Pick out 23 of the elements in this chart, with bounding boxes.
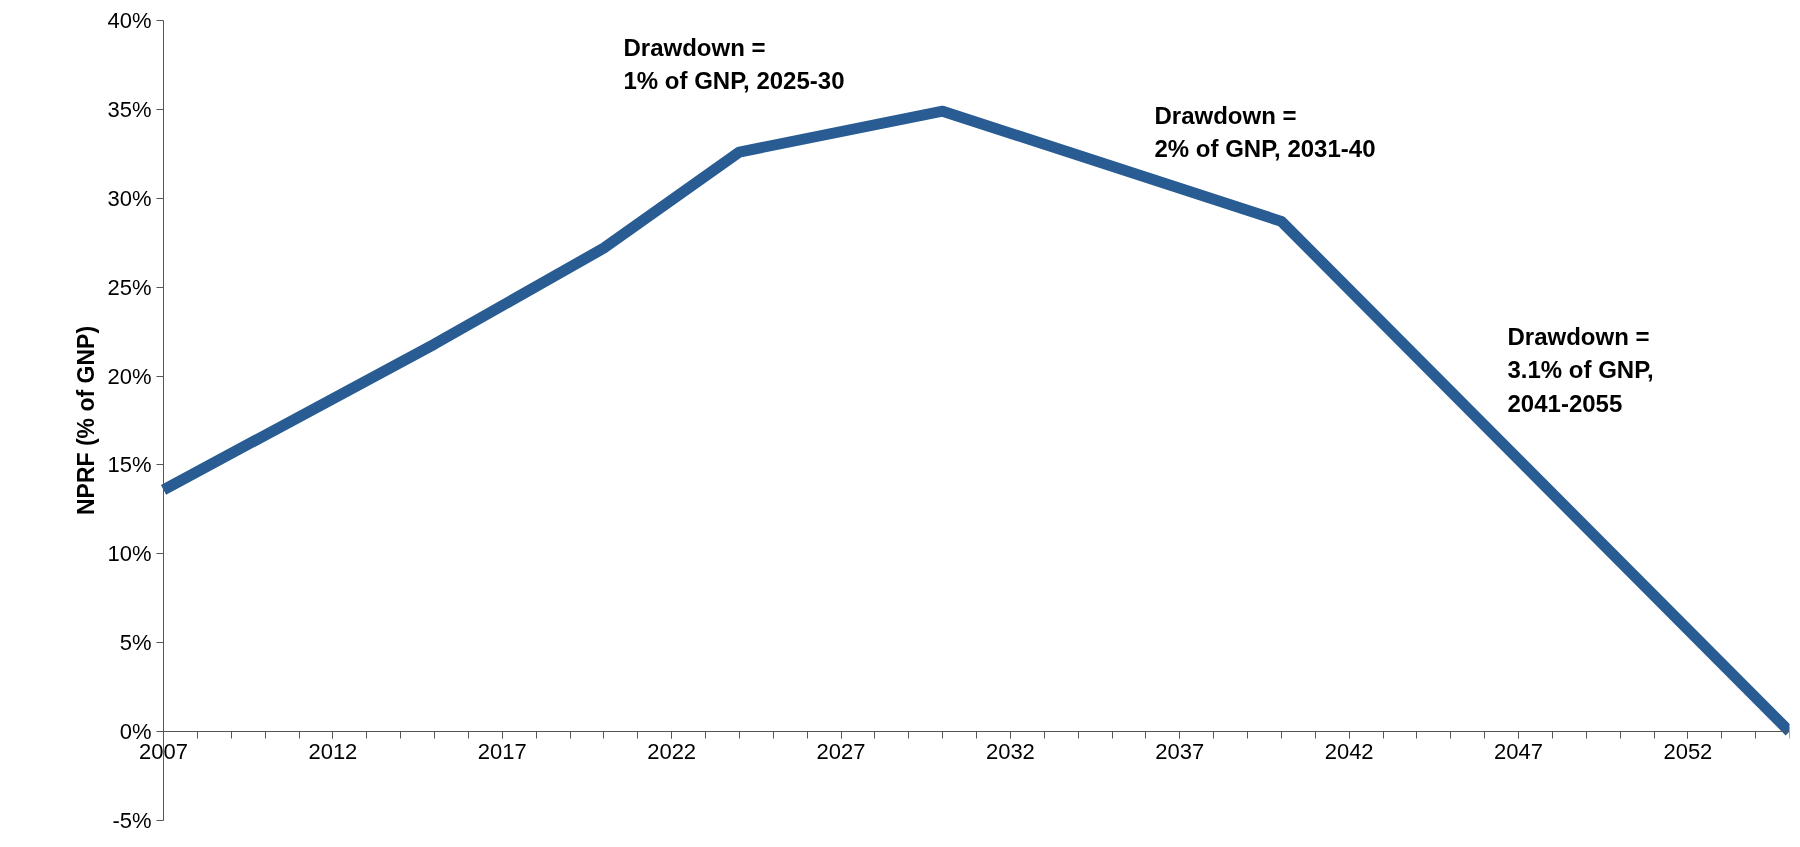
x-tick-label: 2027 bbox=[816, 738, 866, 764]
y-axis-title: NPRF (% of GNP) bbox=[73, 325, 100, 516]
annotation: Drawdown = 1% of GNP, 2025-30 bbox=[623, 33, 845, 95]
y-tick-label: -5% bbox=[112, 808, 152, 833]
x-tick-label: 2022 bbox=[647, 738, 697, 764]
y-tick-label: 25% bbox=[107, 274, 152, 300]
x-tick-label: 2017 bbox=[477, 738, 527, 764]
y-tick-label: 0% bbox=[119, 719, 152, 745]
y-tick-label: 35% bbox=[107, 96, 152, 122]
y-tick-label: 5% bbox=[119, 630, 152, 656]
annotation: Drawdown = 3.1% of GNP, 2041-2055 bbox=[1507, 322, 1654, 417]
x-tick-label: 2012 bbox=[308, 738, 358, 764]
x-tick-label: 2052 bbox=[1663, 738, 1713, 764]
y-tick-label: 20% bbox=[107, 363, 152, 389]
x-tick-label: 2037 bbox=[1155, 738, 1205, 764]
y-tick-label: 30% bbox=[107, 185, 152, 211]
x-tick-label: 2032 bbox=[985, 738, 1035, 764]
x-tick-label: 2042 bbox=[1324, 738, 1374, 764]
annotation: Drawdown = 2% of GNP, 2031-40 bbox=[1154, 101, 1376, 163]
y-tick-label: 15% bbox=[107, 452, 152, 478]
x-tick-label: 2047 bbox=[1494, 738, 1543, 764]
y-tick-label: 40% bbox=[107, 8, 152, 33]
y-tick-label: 10% bbox=[107, 541, 152, 567]
